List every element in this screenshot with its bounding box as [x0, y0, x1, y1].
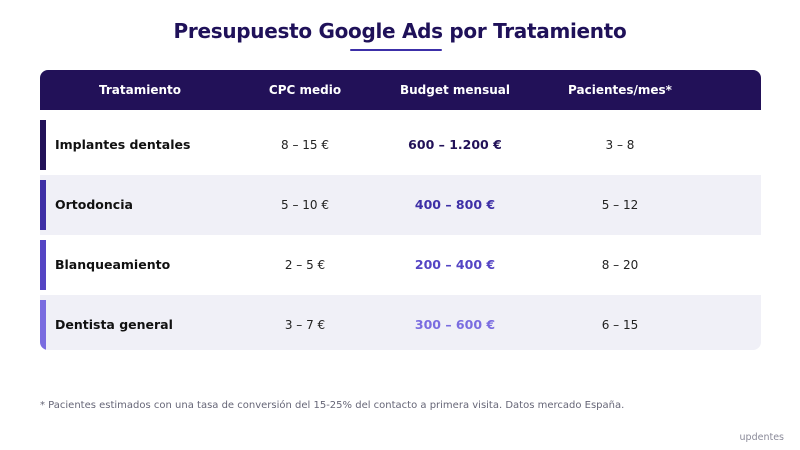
row-accent-bar	[40, 300, 46, 350]
header-tratamiento: Tratamiento	[99, 83, 181, 97]
table-header: Tratamiento CPC medio Budget mensual Pac…	[40, 70, 761, 110]
patients-value: 8 – 20	[601, 258, 639, 272]
cpc-value: 2 – 5 €	[284, 258, 326, 272]
row-accent-bar	[40, 120, 46, 170]
treatment-name: Ortodoncia	[55, 197, 133, 212]
budget-table: Tratamiento CPC medio Budget mensual Pac…	[40, 70, 761, 350]
header-cpc: CPC medio	[268, 83, 342, 97]
row-accent-bar	[40, 240, 46, 290]
patients-value: 6 – 15	[601, 318, 639, 332]
budget-value: 300 – 600 €	[414, 317, 496, 332]
table-row: Dentista general 3 – 7 € 300 – 600 € 6 –…	[40, 295, 761, 350]
row-accent-bar	[40, 180, 46, 230]
table-row: Ortodoncia 5 – 10 € 400 – 800 € 5 – 12	[40, 175, 761, 235]
patients-value: 5 – 12	[601, 198, 639, 212]
title-underline	[350, 49, 442, 51]
treatment-name: Blanqueamiento	[55, 257, 171, 272]
treatment-name: Dentista general	[55, 317, 173, 332]
budget-value: 200 – 400 €	[414, 257, 496, 272]
table-row: Blanqueamiento 2 – 5 € 200 – 400 € 8 – 2…	[40, 235, 761, 295]
treatment-name: Implantes dentales	[55, 137, 191, 152]
cpc-value: 8 – 15 €	[281, 138, 329, 152]
header-pacientes: Pacientes/mes*	[568, 83, 672, 97]
page-title: Presupuesto Google Ads por Tratamiento	[173, 19, 627, 43]
budget-value: 600 – 1.200 €	[408, 137, 502, 152]
header-budget: Budget mensual	[399, 83, 510, 97]
patients-value: 3 – 8	[605, 138, 635, 152]
table-row: Implantes dentales 8 – 15 € 600 – 1.200 …	[40, 115, 761, 175]
budget-value: 400 – 800 €	[414, 197, 496, 212]
brand-logo-text: updentes	[739, 432, 784, 443]
footnote: * Pacientes estimados con una tasa de co…	[40, 400, 625, 411]
cpc-value: 3 – 7 €	[284, 318, 326, 332]
cpc-value: 5 – 10 €	[281, 198, 329, 212]
